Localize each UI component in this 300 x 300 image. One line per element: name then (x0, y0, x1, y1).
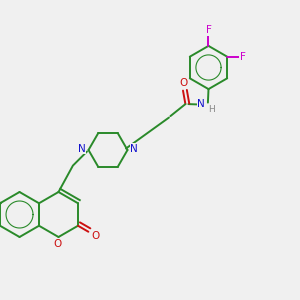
Text: F: F (206, 25, 212, 35)
Text: O: O (91, 231, 100, 241)
Text: O: O (53, 238, 61, 249)
Text: O: O (179, 78, 187, 88)
Text: H: H (208, 105, 215, 114)
Text: N: N (78, 144, 86, 154)
Text: N: N (197, 99, 205, 109)
Text: F: F (240, 52, 246, 62)
Text: N: N (130, 144, 138, 154)
